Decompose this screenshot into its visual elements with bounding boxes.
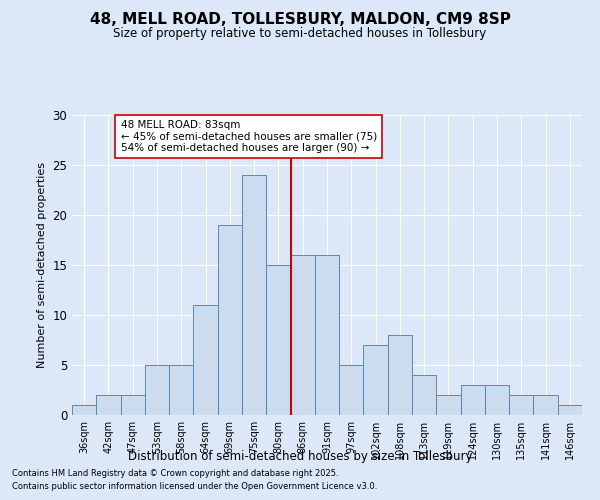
Bar bbox=[533, 395, 558, 415]
Bar bbox=[364, 345, 388, 415]
Text: Contains HM Land Registry data © Crown copyright and database right 2025.: Contains HM Land Registry data © Crown c… bbox=[12, 468, 338, 477]
Text: Contains public sector information licensed under the Open Government Licence v3: Contains public sector information licen… bbox=[12, 482, 377, 491]
Bar bbox=[388, 335, 412, 415]
Bar bbox=[315, 255, 339, 415]
Bar bbox=[218, 225, 242, 415]
Bar bbox=[266, 265, 290, 415]
Bar bbox=[121, 395, 145, 415]
Bar bbox=[290, 255, 315, 415]
Bar bbox=[461, 385, 485, 415]
Text: Distribution of semi-detached houses by size in Tollesbury: Distribution of semi-detached houses by … bbox=[128, 450, 472, 463]
Bar bbox=[485, 385, 509, 415]
Bar bbox=[339, 365, 364, 415]
Y-axis label: Number of semi-detached properties: Number of semi-detached properties bbox=[37, 162, 47, 368]
Bar bbox=[72, 405, 96, 415]
Text: 48 MELL ROAD: 83sqm
← 45% of semi-detached houses are smaller (75)
54% of semi-d: 48 MELL ROAD: 83sqm ← 45% of semi-detach… bbox=[121, 120, 377, 153]
Text: 48, MELL ROAD, TOLLESBURY, MALDON, CM9 8SP: 48, MELL ROAD, TOLLESBURY, MALDON, CM9 8… bbox=[89, 12, 511, 28]
Bar bbox=[193, 305, 218, 415]
Bar bbox=[509, 395, 533, 415]
Bar bbox=[145, 365, 169, 415]
Bar bbox=[242, 175, 266, 415]
Text: Size of property relative to semi-detached houses in Tollesbury: Size of property relative to semi-detach… bbox=[113, 28, 487, 40]
Bar bbox=[412, 375, 436, 415]
Bar bbox=[436, 395, 461, 415]
Bar bbox=[96, 395, 121, 415]
Bar bbox=[558, 405, 582, 415]
Bar bbox=[169, 365, 193, 415]
